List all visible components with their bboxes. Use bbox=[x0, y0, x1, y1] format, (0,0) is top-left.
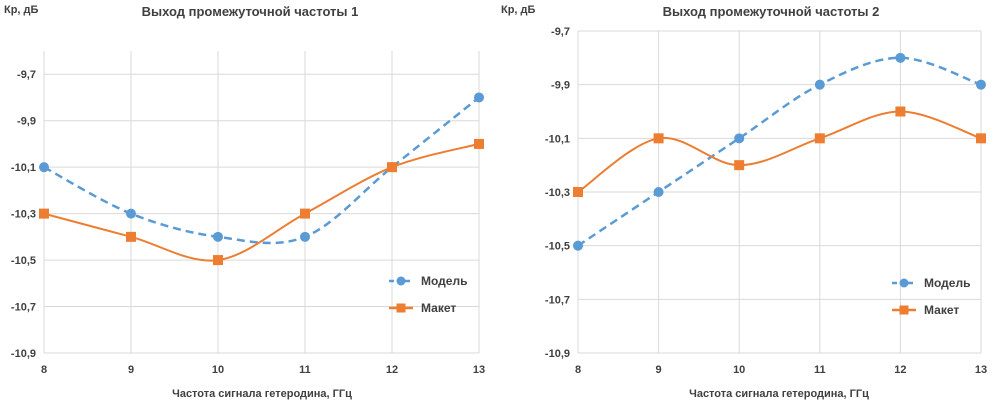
y-tick-label: -10,9 bbox=[11, 348, 36, 360]
legend-label-model: Модель bbox=[924, 276, 970, 290]
data-point-model bbox=[734, 133, 745, 144]
y-tick-label: -10,1 bbox=[11, 162, 36, 174]
y-tick-label: -10,7 bbox=[545, 294, 570, 306]
y-tick-label: -10,7 bbox=[11, 302, 36, 314]
chart-2: Выход промежуточной частоты 2 Кр, дБ -9,7 -… bbox=[501, 4, 987, 400]
y-tick-label: -10,3 bbox=[545, 187, 570, 199]
data-point-maket bbox=[814, 133, 825, 144]
data-point-maket bbox=[734, 160, 745, 171]
data-point-model bbox=[573, 240, 583, 251]
series-line-model bbox=[577, 56, 982, 247]
data-point-maket bbox=[653, 133, 664, 144]
data-point-maket bbox=[387, 162, 397, 173]
legend-marker bbox=[899, 278, 909, 288]
data-point-maket bbox=[976, 133, 986, 144]
legend: Модель Макет bbox=[389, 274, 467, 315]
data-point-maket bbox=[895, 106, 906, 117]
y-axis-label: Кр, дБ bbox=[4, 4, 39, 16]
data-point-model bbox=[895, 52, 906, 63]
data-point-model bbox=[39, 162, 49, 173]
y-axis-label: Кр, дБ bbox=[501, 4, 536, 16]
data-point-maket bbox=[39, 208, 49, 219]
x-tick-label: 13 bbox=[975, 364, 987, 376]
y-tick-label: -10,1 bbox=[545, 133, 570, 145]
chart-panel-1: Выход промежуточной частоты 1 Кр, дБ -9,7 -… bbox=[0, 0, 496, 402]
legend: Модель Макет bbox=[892, 276, 970, 317]
data-point-model bbox=[213, 231, 223, 242]
chart-panel-2: Выход промежуточной частоты 2 Кр, дБ -9,7 -… bbox=[497, 0, 993, 402]
data-point-maket bbox=[474, 138, 484, 149]
y-tick-label: -10,3 bbox=[11, 209, 36, 221]
data-point-maket bbox=[573, 187, 583, 197]
data-point-model bbox=[976, 79, 986, 90]
y-tick-label: -9,9 bbox=[551, 80, 570, 92]
data-point-model bbox=[653, 187, 664, 197]
x-tick-label: 12 bbox=[894, 364, 906, 376]
data-point-maket bbox=[213, 255, 223, 266]
y-tick-label: -10,5 bbox=[545, 241, 570, 253]
chart-1: Выход промежуточной частоты 1 Кр, дБ -9,7 -… bbox=[4, 4, 485, 400]
legend-label-maket: Макет bbox=[924, 303, 959, 317]
data-point-maket bbox=[126, 231, 136, 242]
x-tick-label: 11 bbox=[814, 364, 826, 376]
x-tick-label: 10 bbox=[733, 364, 745, 376]
series-line-maket bbox=[577, 110, 982, 193]
x-tick-label: 8 bbox=[575, 364, 581, 376]
x-axis-label: Частота сигнала гетеродина, ГГц bbox=[689, 388, 869, 400]
chart-title: Выход промежуточной частоты 1 bbox=[142, 4, 359, 19]
data-point-maket bbox=[300, 208, 310, 219]
data-point-model bbox=[300, 231, 310, 242]
y-tick-label: -9,7 bbox=[17, 69, 36, 81]
x-tick-label: 10 bbox=[212, 364, 224, 376]
y-tick-label: -10,9 bbox=[545, 348, 570, 360]
data-point-model bbox=[814, 79, 825, 90]
series-line-model bbox=[43, 96, 480, 245]
legend-marker bbox=[396, 276, 406, 286]
x-tick-label: 11 bbox=[299, 364, 311, 376]
chart-title: Выход промежуточной частоты 2 bbox=[663, 4, 880, 19]
data-point-model bbox=[126, 208, 136, 219]
x-tick-label: 9 bbox=[656, 364, 662, 376]
x-axis-label: Частота сигнала гетеродина, ГГц bbox=[172, 388, 352, 400]
y-tick-label: -9,9 bbox=[17, 116, 36, 128]
series-line-maket bbox=[43, 142, 480, 262]
x-tick-label: 13 bbox=[473, 364, 485, 376]
x-tick-label: 12 bbox=[386, 364, 398, 376]
legend-label-maket: Макет bbox=[421, 301, 456, 315]
y-tick-label: -10,5 bbox=[11, 255, 36, 267]
data-point-model bbox=[474, 92, 484, 103]
legend-marker bbox=[899, 305, 909, 315]
x-tick-label: 8 bbox=[41, 364, 47, 376]
legend-label-model: Модель bbox=[421, 274, 467, 288]
y-tick-label: -9,7 bbox=[551, 26, 570, 38]
legend-marker bbox=[396, 303, 406, 313]
x-tick-label: 9 bbox=[128, 364, 134, 376]
